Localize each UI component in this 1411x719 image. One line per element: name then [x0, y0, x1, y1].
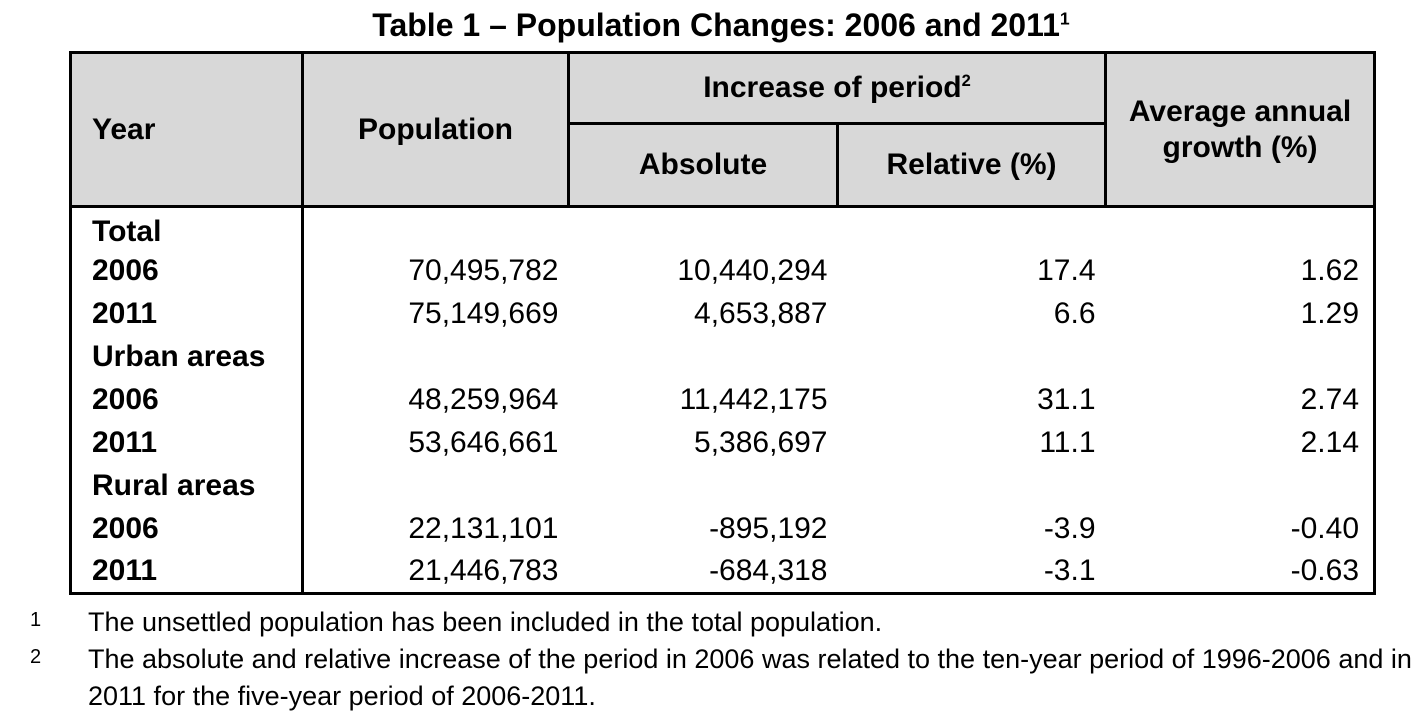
- absolute-column-header: Absolute: [568, 123, 839, 208]
- absolute-increase-cell: 11,442,175: [679, 383, 828, 416]
- table-row: 2011 53,646,661 5,386,697 11.1 2.14: [70, 421, 1375, 465]
- relative-column-header: Relative (%): [837, 123, 1108, 208]
- table-row-total: Total: [70, 206, 1375, 250]
- table-row: 2011 21,446,783 -684,318 -3.1 -0.63: [70, 550, 1375, 594]
- footnote-line: The absolute and relative increase of th…: [88, 644, 1411, 674]
- relative-increase-cell: [838, 207, 1106, 250]
- absolute-increase-cell: -895,192: [709, 512, 828, 545]
- table-row: 2006 22,131,101 -895,192 -3.9 -0.40: [70, 507, 1375, 551]
- row-label-cell: 2006: [70, 249, 304, 293]
- absolute-increase-cell: [569, 336, 838, 379]
- footnote-1-text: The unsettled population has been includ…: [88, 604, 1411, 641]
- absolute-increase-cell: [569, 207, 838, 250]
- absolute-increase-cell: 5,386,697: [694, 426, 828, 459]
- absolute-increase-cell: 4,653,887: [694, 297, 828, 330]
- growth-cell: 2.14: [1300, 426, 1360, 459]
- growth-cell: 1.62: [1300, 254, 1360, 287]
- footnote-2-marker: 2: [30, 646, 42, 668]
- population-cell: 21,446,783: [408, 554, 559, 588]
- relative-increase-cell: 17.4: [1037, 254, 1096, 287]
- growth-cell: [1106, 336, 1375, 379]
- absolute-increase-cell: -684,318: [709, 554, 828, 588]
- row-label-cell: 2006: [70, 378, 304, 422]
- absolute-increase-cell: [569, 465, 838, 508]
- relative-increase-cell: 31.1: [1037, 383, 1096, 416]
- population-changes-table: Year Population Increase of period2 Aver…: [69, 51, 1377, 595]
- footnote-1-marker: 1: [30, 609, 42, 631]
- population-column-header: Population: [302, 52, 570, 208]
- row-label-cell: Urban areas: [70, 335, 304, 379]
- relative-increase-cell: 11.1: [1039, 426, 1096, 459]
- table-row: 2006 48,259,964 11,442,175 31.1 2.74: [70, 378, 1375, 422]
- footnote-2-text: The absolute and relative increase of th…: [88, 641, 1411, 715]
- absolute-increase-cell: 10,440,294: [677, 254, 828, 287]
- row-label-cell: 2011: [70, 292, 304, 336]
- population-cell: 48,259,964: [408, 383, 559, 416]
- table-header: Year Population Increase of period2 Aver…: [70, 52, 1375, 208]
- footnote-line: 2011 for the five-year period of 2006-20…: [88, 681, 596, 711]
- relative-increase-cell: -3.9: [1043, 512, 1096, 545]
- header-row-2: Absolute Relative (%): [71, 123, 1375, 208]
- population-cell: 22,131,101: [408, 512, 559, 545]
- footnote-2: 2 The absolute and relative increase of …: [0, 641, 1411, 715]
- row-label-cell: 2006: [70, 507, 304, 551]
- relative-increase-cell: 6.6: [1053, 297, 1096, 330]
- population-cell: [303, 207, 569, 250]
- table-row-rural-areas: Rural areas: [70, 464, 1375, 508]
- population-cell: [303, 465, 569, 508]
- relative-increase-cell: [838, 336, 1106, 379]
- population-cell: 75,149,669: [408, 297, 559, 330]
- footnote-1: 1 The unsettled population has been incl…: [0, 604, 1411, 641]
- increase-footnote-ref: 2: [961, 72, 971, 90]
- growth-cell: -0.63: [1290, 554, 1360, 588]
- table-caption-footnote-ref: 1: [1059, 8, 1070, 29]
- relative-increase-cell: [838, 465, 1106, 508]
- table-caption-text: Table 1 – Population Changes: 2006 and 2…: [372, 7, 1060, 43]
- header-row-1: Year Population Increase of period2 Aver…: [70, 52, 1375, 208]
- increase-of-period-label: Increase of period: [703, 71, 962, 104]
- population-cell: 53,646,661: [408, 426, 559, 459]
- growth-cell: 1.29: [1300, 297, 1360, 330]
- relative-increase-cell: -3.1: [1043, 554, 1096, 588]
- year-column-header: Year: [70, 52, 304, 208]
- table-row: 2006 70,495,782 10,440,294 17.4 1.62: [70, 249, 1375, 293]
- table-body: Total 2006 70,495,782 10,440,294 17.4 1.…: [70, 206, 1375, 594]
- average-annual-growth-header: Average annual growth (%): [1105, 52, 1375, 208]
- table-row: 2011 75,149,669 4,653,887 6.6 1.29: [70, 292, 1375, 336]
- footnote-line: The unsettled population has been includ…: [88, 607, 883, 637]
- table-row-urban-areas: Urban areas: [70, 335, 1375, 379]
- population-cell: [303, 336, 569, 379]
- row-label-cell: Rural areas: [70, 464, 304, 508]
- row-label-cell: 2011: [70, 550, 304, 594]
- growth-cell: [1106, 207, 1375, 250]
- population-cell: 70,495,782: [408, 254, 559, 287]
- footnotes: 1 The unsettled population has been incl…: [0, 604, 1411, 715]
- row-label-cell: 2011: [70, 421, 304, 465]
- growth-cell: 2.74: [1300, 383, 1360, 416]
- row-label-cell: Total: [70, 206, 304, 250]
- table-caption: Table 1 – Population Changes: 2006 and 2…: [69, 7, 1373, 44]
- increase-of-period-header: Increase of period2: [568, 52, 1108, 125]
- growth-cell: [1106, 465, 1375, 508]
- growth-cell: -0.40: [1290, 512, 1360, 545]
